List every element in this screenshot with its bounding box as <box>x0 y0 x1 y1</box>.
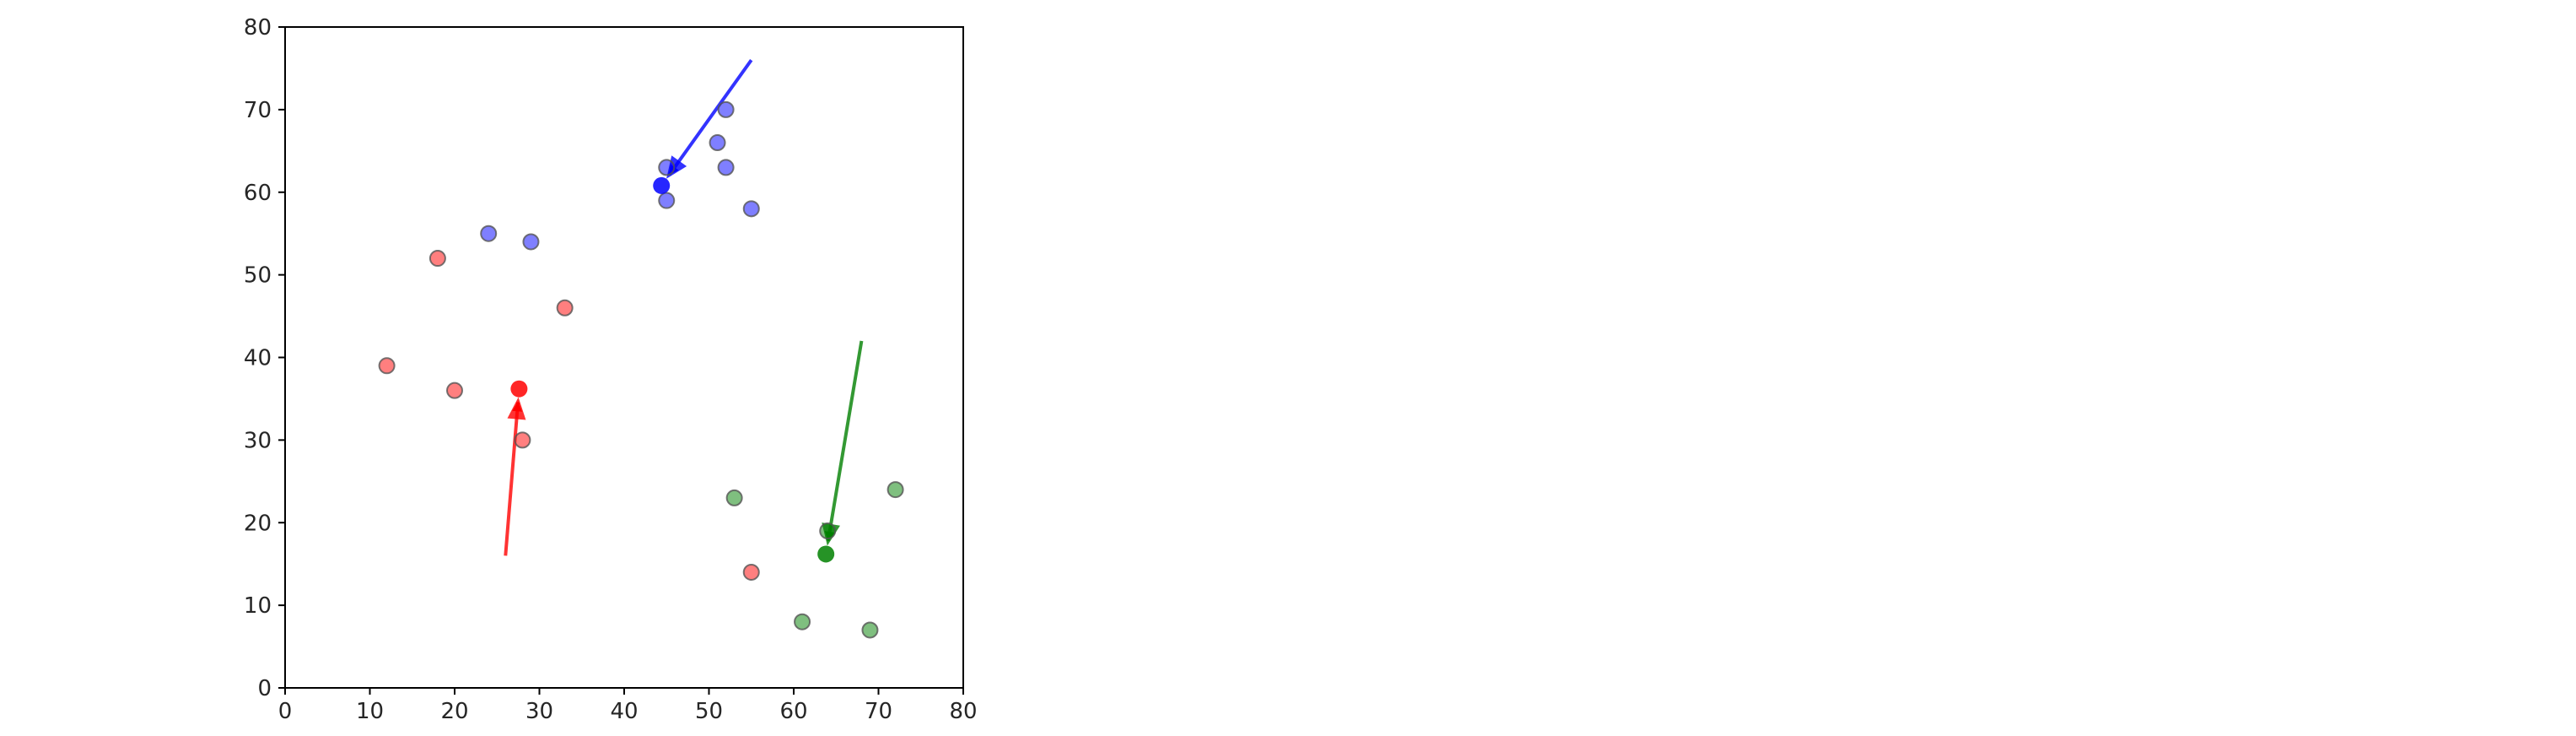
y-tick-label: 0 <box>257 676 272 701</box>
data-point <box>725 489 743 506</box>
y-tick-label: 60 <box>244 181 272 206</box>
x-tick-label: 30 <box>525 699 553 724</box>
data-point <box>514 431 531 449</box>
data-point <box>794 613 811 630</box>
data-point <box>819 522 837 540</box>
data-point <box>480 225 498 242</box>
data-point <box>709 134 726 152</box>
centroids-layer <box>510 176 835 563</box>
x-tick-label: 80 <box>949 699 977 724</box>
data-point <box>887 481 904 499</box>
data-point <box>717 159 735 176</box>
arrow-head <box>507 397 526 420</box>
data-point <box>556 299 574 317</box>
centroid-arrow <box>504 401 523 556</box>
y-tick-label: 10 <box>244 593 272 619</box>
y-tick-label: 50 <box>244 263 272 289</box>
x-tick-label: 0 <box>278 699 293 724</box>
y-tick-label: 70 <box>244 98 272 123</box>
data-point <box>861 621 879 639</box>
centroid-point <box>510 380 528 398</box>
data-point <box>742 200 760 218</box>
x-tick-label: 20 <box>440 699 468 724</box>
y-tick-label: 80 <box>244 15 272 41</box>
data-point <box>658 159 676 176</box>
centroid-point <box>653 176 671 194</box>
y-tick-label: 20 <box>244 511 272 536</box>
centroid-arrow <box>824 340 864 542</box>
data-point <box>658 192 676 209</box>
data-point <box>428 250 446 268</box>
y-tick-label: 30 <box>244 428 272 453</box>
points-layer <box>378 100 904 639</box>
data-point <box>522 233 540 251</box>
x-tick-label: 70 <box>865 699 892 724</box>
x-tick-label: 10 <box>356 699 384 724</box>
data-point <box>446 382 463 399</box>
y-tick-label: 40 <box>244 346 272 371</box>
x-tick-label: 40 <box>610 699 638 724</box>
x-tick-label: 60 <box>779 699 807 724</box>
data-point <box>717 100 735 118</box>
x-tick-label: 50 <box>695 699 723 724</box>
data-point <box>378 357 396 375</box>
centroid-arrow <box>667 58 753 176</box>
data-point <box>742 563 760 581</box>
axes-layer: 0 10 20 30 40 50 60 70 80 0 10 20 30 40 50 60 70 80 <box>244 15 978 724</box>
centroid-point <box>817 545 835 563</box>
